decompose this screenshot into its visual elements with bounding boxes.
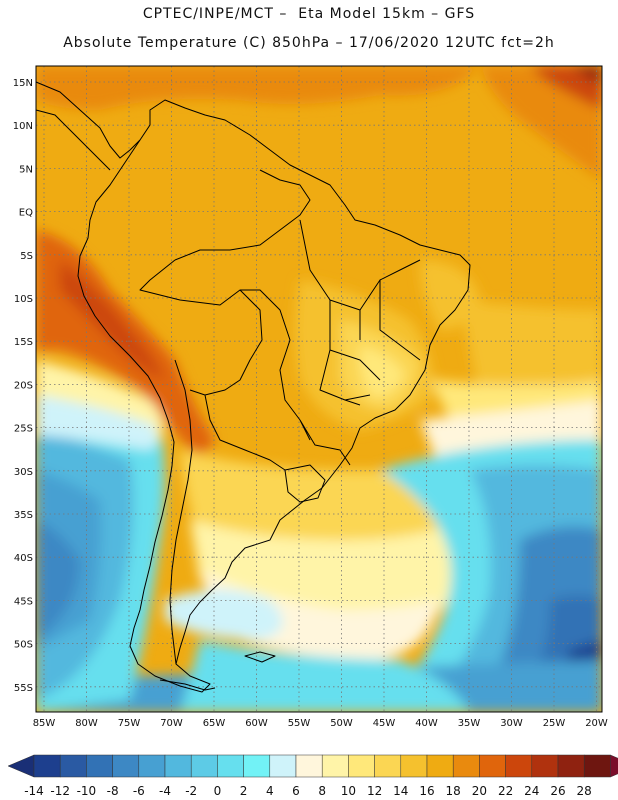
lat-label: 30S [14, 467, 33, 478]
map-title-line1: CPTEC/INPE/MCT – Eta Model 15km – GFS [142, 6, 476, 22]
colorbar-swatch [243, 754, 271, 778]
colorbar-label: 0 [214, 784, 222, 798]
tierra-del-fuego [159, 679, 216, 691]
lat-label: 35S [14, 510, 33, 521]
colorbar-swatch [269, 754, 297, 778]
lon-label: 40W [415, 718, 438, 729]
lon-label: 25W [543, 718, 566, 729]
lat-label: EQ [19, 208, 33, 219]
longitude-labels: 85W 80W 75W 70W 65W 60W 55W 50W 45W 40W 35W 30W 25W 2… [33, 718, 608, 729]
lon-label: 30W [500, 718, 523, 729]
colorbar-swatch [452, 754, 480, 778]
colorbar-label: 14 [393, 784, 408, 798]
brazil-borders [139, 169, 351, 471]
colorbar-label: -8 [107, 784, 119, 798]
colorbar-swatch [321, 754, 349, 778]
colorbar-label: -2 [185, 784, 197, 798]
colorbar-swatch [400, 754, 428, 778]
colorbar-swatch [112, 754, 140, 778]
lat-label: 55S [14, 683, 33, 694]
lon-label: 70W [160, 718, 183, 729]
colorbar-swatch [33, 754, 61, 778]
colorbar-swatch [217, 754, 244, 778]
colorbar-label: 26 [550, 784, 565, 798]
lat-label: 5N [19, 164, 33, 175]
lat-label: 15N [13, 78, 33, 89]
temperature-field [36, 66, 602, 712]
lon-label: 75W [118, 718, 141, 729]
colorbar-label: 28 [577, 784, 592, 798]
lon-label: 65W [203, 718, 226, 729]
colorbar-label: 20 [472, 784, 487, 798]
colorbar-label: -10 [77, 784, 97, 798]
argentina-chile-border [169, 359, 193, 665]
colorbar-swatch [164, 754, 192, 778]
lat-label: 45S [14, 596, 33, 607]
lon-label: 45W [373, 718, 396, 729]
colorbar-swatch [348, 754, 375, 778]
lat-label: 10S [14, 294, 33, 305]
lat-label: 50S [14, 640, 33, 651]
falklands [244, 651, 276, 663]
colorbar-label: -12 [50, 784, 70, 798]
lat-label: 5S [20, 251, 33, 262]
lon-label: 20W [585, 718, 608, 729]
colorbar-label: 12 [367, 784, 382, 798]
lat-label: 40S [14, 553, 33, 564]
colorbar-label: 8 [318, 784, 326, 798]
lon-label: 60W [245, 718, 268, 729]
coastlines-and-borders [35, 81, 471, 693]
south-america-coastline [77, 99, 471, 693]
plot-frame [35, 65, 603, 713]
colorbar-swatch [531, 754, 559, 778]
colorbar-swatch [86, 754, 113, 778]
colorbar-label: 10 [341, 784, 356, 798]
latitude-labels: 15N 10N 5N EQ 5S 10S 15S 20S 25S 30S 35S 40S 45S 50S 5… [13, 78, 33, 694]
lon-label: 55W [288, 718, 311, 729]
colorbar-label: 22 [498, 784, 513, 798]
colorbar-label: 4 [266, 784, 274, 798]
brazil-state-lines [299, 219, 421, 406]
lat-label: 25S [14, 424, 33, 435]
colorbar-swatch [374, 754, 402, 778]
colorbar-low-arrow [7, 754, 35, 778]
colorbar: -14 -12 -10 -8 -6 -4 -2 0 2 4 6 8 10 12 14 16 18 20 22 24 26… [7, 754, 618, 798]
colorbar-high-arrow [610, 754, 618, 778]
colorbar-swatch [479, 754, 506, 778]
colorbar-swatch [583, 754, 611, 778]
colorbar-label: 6 [292, 784, 300, 798]
lat-label: 20S [14, 380, 33, 391]
lon-label: 35W [458, 718, 481, 729]
colorbar-swatch [59, 754, 87, 778]
colorbar-swatch [295, 754, 323, 778]
colorbar-swatch [138, 754, 166, 778]
colorbar-label: -4 [159, 784, 171, 798]
colorbar-label: 2 [240, 784, 248, 798]
colorbar-label: -14 [24, 784, 44, 798]
lon-label: 50W [330, 718, 353, 729]
central-america-coastline [35, 81, 141, 171]
lon-label: 80W [75, 718, 98, 729]
map-title-line2: Absolute Temperature (C) 850hPa – 17/06/… [63, 35, 555, 51]
colorbar-label: -6 [133, 784, 145, 798]
colorbar-label: 16 [419, 784, 434, 798]
colorbar-swatch [505, 754, 533, 778]
colorbar-swatch [426, 754, 454, 778]
colorbar-swatch [557, 754, 585, 778]
lat-label: 10N [13, 121, 33, 132]
lon-label: 85W [33, 718, 56, 729]
lat-label: 15S [14, 337, 33, 348]
colorbar-label: 18 [446, 784, 461, 798]
colorbar-label: 24 [524, 784, 539, 798]
colorbar-swatch [190, 754, 218, 778]
uruguay-outline [284, 464, 326, 503]
